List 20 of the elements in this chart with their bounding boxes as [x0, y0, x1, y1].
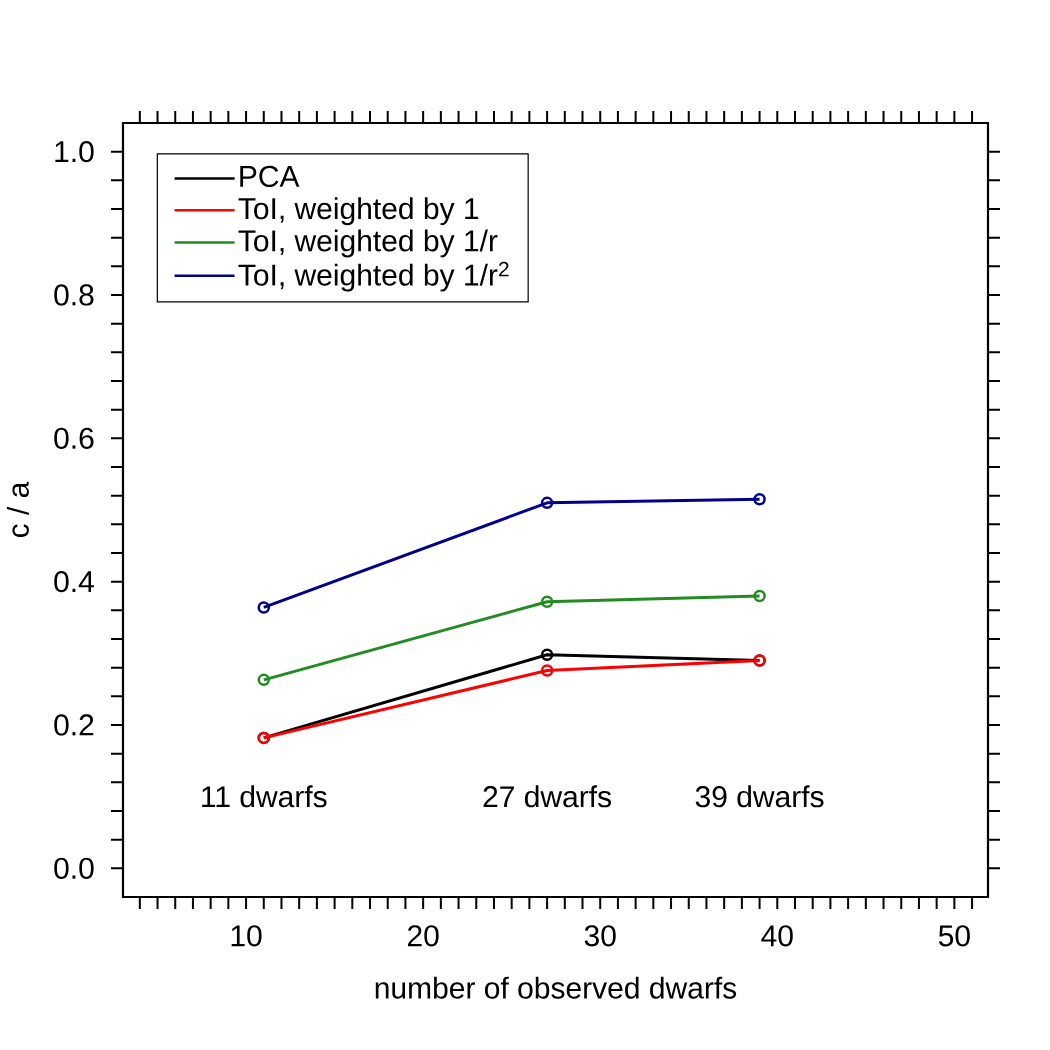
y-tick-label: 0.4	[54, 571, 94, 593]
annotation: 39 dwarfs	[695, 785, 824, 808]
x-axis-title: number of observed dwarfs	[375, 976, 737, 999]
annotation: 27 dwarfs	[483, 785, 611, 808]
x-tick-label: 40	[761, 925, 793, 947]
annotation: 11 dwarfs	[202, 785, 327, 808]
x-tick-label: 10	[231, 925, 262, 947]
legend-label: PCA	[240, 165, 300, 188]
x-tick-label: 20	[407, 925, 439, 947]
y-tick-label: 0.0	[54, 857, 94, 879]
y-tick-label: 0.6	[54, 427, 94, 449]
x-tick-label: 30	[584, 925, 616, 947]
y-tick-label: 1.0	[55, 141, 94, 163]
legend-label: ToI, weighted by 1/r	[238, 229, 498, 258]
legend-label: ToI, weighted by 1/r$^{2}$	[238, 261, 509, 292]
legend-label: ToI, weighted by 1	[238, 197, 479, 226]
x-tick-label: 50	[938, 925, 970, 947]
y-tick-label: 0.8	[54, 284, 94, 306]
y-tick-label: 0.2	[54, 714, 94, 736]
y-axis-title: c / a	[6, 481, 29, 538]
